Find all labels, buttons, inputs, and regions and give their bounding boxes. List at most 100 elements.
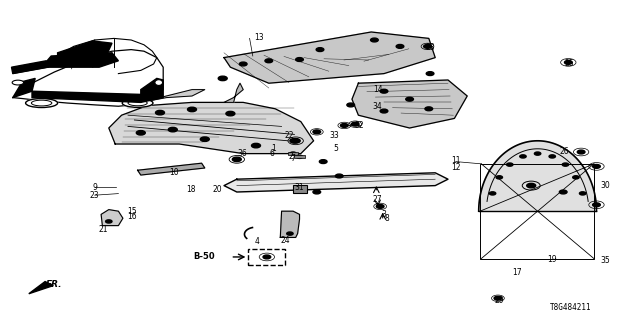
Circle shape — [494, 296, 502, 300]
Text: 36: 36 — [237, 149, 247, 158]
Text: 19: 19 — [547, 255, 557, 264]
Circle shape — [296, 58, 303, 61]
Circle shape — [351, 122, 359, 126]
Circle shape — [424, 44, 431, 48]
Circle shape — [577, 150, 585, 154]
Circle shape — [549, 155, 556, 158]
Circle shape — [290, 139, 299, 143]
Circle shape — [340, 124, 348, 127]
Text: 35: 35 — [600, 256, 610, 265]
Circle shape — [188, 107, 196, 112]
Circle shape — [534, 152, 541, 155]
Text: 2: 2 — [289, 152, 294, 161]
Text: 31: 31 — [294, 183, 305, 192]
Text: 34: 34 — [372, 102, 383, 111]
Circle shape — [562, 163, 568, 166]
Polygon shape — [13, 78, 35, 98]
Circle shape — [136, 131, 145, 135]
Polygon shape — [224, 173, 448, 192]
Polygon shape — [109, 102, 314, 154]
Circle shape — [319, 160, 327, 164]
Circle shape — [106, 220, 112, 223]
Polygon shape — [32, 91, 141, 102]
Circle shape — [232, 157, 241, 162]
Circle shape — [396, 44, 404, 48]
Circle shape — [335, 174, 343, 178]
Polygon shape — [13, 50, 163, 106]
Text: 23: 23 — [90, 191, 100, 200]
Circle shape — [527, 183, 536, 188]
Text: 27: 27 — [372, 195, 383, 204]
Polygon shape — [352, 80, 467, 128]
Circle shape — [425, 107, 433, 111]
Circle shape — [239, 62, 247, 66]
Ellipse shape — [26, 99, 58, 108]
Circle shape — [287, 232, 293, 235]
Text: 29: 29 — [494, 296, 504, 305]
Text: 15: 15 — [127, 207, 137, 216]
Circle shape — [496, 176, 502, 179]
Circle shape — [380, 109, 388, 113]
Circle shape — [252, 143, 260, 148]
Text: 1: 1 — [271, 144, 276, 153]
Text: 12: 12 — [451, 163, 460, 172]
Text: 10: 10 — [169, 168, 179, 177]
Text: 5: 5 — [333, 144, 339, 153]
Circle shape — [265, 59, 273, 63]
Circle shape — [371, 38, 378, 42]
Polygon shape — [224, 83, 243, 102]
Text: 7: 7 — [291, 154, 296, 163]
Text: 4: 4 — [255, 237, 260, 246]
Circle shape — [426, 72, 434, 76]
Circle shape — [564, 60, 572, 64]
Circle shape — [296, 155, 303, 158]
Circle shape — [313, 130, 321, 134]
Polygon shape — [280, 211, 300, 237]
Text: 9: 9 — [92, 183, 97, 192]
Circle shape — [218, 76, 227, 81]
Text: T8G484211: T8G484211 — [550, 303, 592, 312]
Polygon shape — [141, 78, 163, 102]
Polygon shape — [224, 32, 435, 83]
Polygon shape — [12, 61, 48, 74]
Circle shape — [168, 127, 177, 132]
Circle shape — [200, 137, 209, 141]
Bar — [248, 249, 285, 265]
Circle shape — [573, 176, 579, 179]
Circle shape — [290, 152, 296, 155]
Polygon shape — [101, 210, 123, 226]
Circle shape — [520, 155, 526, 158]
Text: 11: 11 — [451, 156, 460, 165]
Text: 24: 24 — [280, 236, 291, 245]
Text: 28: 28 — [426, 44, 435, 52]
Bar — [480, 164, 594, 259]
Bar — [294, 155, 305, 158]
Ellipse shape — [12, 80, 24, 85]
Circle shape — [490, 192, 496, 195]
Circle shape — [347, 103, 355, 107]
Text: 16: 16 — [127, 212, 137, 221]
Circle shape — [156, 110, 164, 115]
Text: 26: 26 — [559, 147, 570, 156]
Text: 21: 21 — [99, 225, 108, 234]
Polygon shape — [138, 163, 205, 175]
Text: 13: 13 — [253, 33, 264, 42]
Text: 22: 22 — [285, 131, 294, 140]
Polygon shape — [58, 41, 112, 64]
Polygon shape — [29, 282, 53, 294]
Bar — [293, 185, 307, 193]
Ellipse shape — [155, 80, 163, 85]
Text: 6: 6 — [269, 149, 275, 158]
Bar — [288, 152, 298, 155]
Text: 33: 33 — [329, 131, 339, 140]
Text: 32: 32 — [355, 121, 365, 130]
Circle shape — [313, 190, 321, 194]
Circle shape — [593, 164, 600, 168]
Text: 25: 25 — [564, 59, 575, 68]
Polygon shape — [479, 141, 596, 211]
Circle shape — [579, 192, 586, 195]
Circle shape — [376, 204, 384, 208]
Text: 17: 17 — [512, 268, 522, 277]
Circle shape — [291, 139, 300, 143]
Polygon shape — [141, 90, 205, 102]
